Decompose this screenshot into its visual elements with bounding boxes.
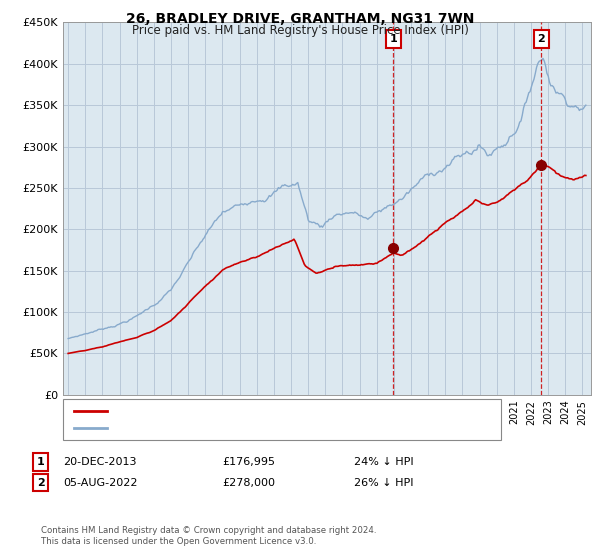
Text: £176,995: £176,995 [222, 457, 275, 467]
Text: This data is licensed under the Open Government Licence v3.0.: This data is licensed under the Open Gov… [41, 538, 316, 547]
Text: HPI: Average price, detached house, South Kesteven: HPI: Average price, detached house, Sout… [114, 423, 388, 433]
Text: £278,000: £278,000 [222, 478, 275, 488]
Text: 1: 1 [389, 34, 397, 44]
Text: 24% ↓ HPI: 24% ↓ HPI [354, 457, 413, 467]
Text: 2: 2 [37, 478, 44, 488]
Text: 26, BRADLEY DRIVE, GRANTHAM, NG31 7WN: 26, BRADLEY DRIVE, GRANTHAM, NG31 7WN [126, 12, 474, 26]
Text: 26, BRADLEY DRIVE, GRANTHAM, NG31 7WN (detached house): 26, BRADLEY DRIVE, GRANTHAM, NG31 7WN (d… [114, 405, 441, 416]
Text: 05-AUG-2022: 05-AUG-2022 [63, 478, 137, 488]
Text: 20-DEC-2013: 20-DEC-2013 [63, 457, 137, 467]
Text: 1: 1 [37, 457, 44, 467]
Text: Contains HM Land Registry data © Crown copyright and database right 2024.: Contains HM Land Registry data © Crown c… [41, 526, 376, 535]
Text: Price paid vs. HM Land Registry's House Price Index (HPI): Price paid vs. HM Land Registry's House … [131, 24, 469, 36]
Text: 2: 2 [537, 34, 545, 44]
Text: 26% ↓ HPI: 26% ↓ HPI [354, 478, 413, 488]
